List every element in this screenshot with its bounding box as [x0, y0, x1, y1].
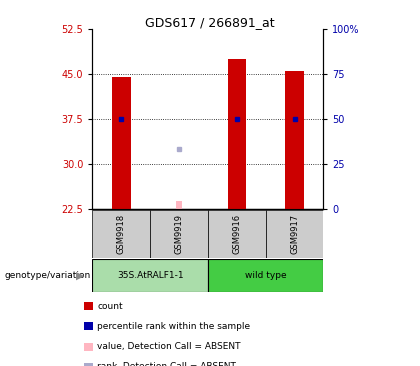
- Bar: [112, 77, 131, 209]
- Text: wild type: wild type: [245, 271, 286, 280]
- Text: ▶: ▶: [76, 270, 84, 280]
- Text: genotype/variation: genotype/variation: [4, 271, 90, 280]
- Bar: [266, 210, 323, 258]
- Text: count: count: [97, 302, 123, 311]
- Text: percentile rank within the sample: percentile rank within the sample: [97, 322, 251, 331]
- Bar: [176, 201, 182, 209]
- Bar: [208, 210, 266, 258]
- Bar: [228, 59, 246, 209]
- Text: GSM9918: GSM9918: [117, 214, 126, 254]
- Text: 35S.AtRALF1-1: 35S.AtRALF1-1: [117, 271, 184, 280]
- Bar: [150, 210, 208, 258]
- Text: GSM9916: GSM9916: [232, 214, 241, 254]
- Bar: [92, 210, 150, 258]
- Text: GSM9917: GSM9917: [290, 214, 299, 254]
- Bar: [285, 71, 304, 209]
- Text: value, Detection Call = ABSENT: value, Detection Call = ABSENT: [97, 342, 241, 351]
- Bar: [208, 259, 323, 292]
- Text: GSM9919: GSM9919: [175, 214, 184, 254]
- Bar: [92, 259, 208, 292]
- Text: rank, Detection Call = ABSENT: rank, Detection Call = ABSENT: [97, 362, 236, 366]
- Text: GDS617 / 266891_at: GDS617 / 266891_at: [145, 16, 275, 30]
